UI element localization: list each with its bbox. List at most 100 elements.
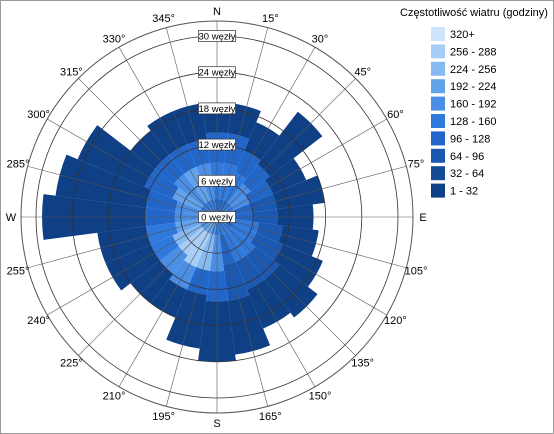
sector-30-bin-2 (235, 150, 262, 179)
radial-line-210 (118, 216, 218, 387)
sector-330-bin-3 (147, 111, 187, 155)
angle-label-195: 195° (152, 411, 175, 423)
sector-75-bin-1 (233, 203, 253, 215)
sector-120-bin-2 (250, 233, 284, 262)
sector-210-bin-3 (150, 279, 187, 318)
sector-330-bin-2 (169, 144, 197, 174)
legend-swatch-8 (431, 166, 445, 181)
legend-label-7: 64 - 96 (450, 151, 484, 163)
sector-300-bin-3 (77, 125, 155, 187)
ring-label-12: 12 węzły (199, 140, 236, 151)
radial-line-165 (216, 216, 269, 407)
radial-line-195 (165, 216, 218, 407)
grid-layer (21, 21, 413, 413)
sector-105-bin-2 (256, 222, 283, 243)
legend: Częstotliwość wiatru (godziny) 320+ 256 -… (400, 7, 548, 198)
ring-label-6: 6 węzły (201, 176, 233, 187)
compass-N: N (213, 6, 221, 18)
ring-label-box-18 (198, 102, 236, 115)
angle-label-315: 315° (60, 66, 83, 78)
radial-line-30 (216, 47, 316, 218)
legend-label-9: 1 - 32 (450, 186, 478, 198)
legend-swatch-7 (431, 148, 445, 163)
ring-label-box-0 (198, 211, 236, 223)
legend-title: Częstotliwość wiatru (godziny) (400, 7, 548, 19)
legend-swatch-6 (431, 131, 445, 146)
legend-label-1: 256 - 288 (450, 46, 496, 58)
sector-60-bin-2 (245, 180, 273, 204)
radial-line-240 (47, 216, 218, 316)
legend-swatch-4 (431, 96, 445, 111)
ring-label-box-30 (198, 30, 236, 42)
angle-label-60: 60° (387, 109, 404, 121)
sector-15-bin-3 (228, 103, 261, 139)
sector-300-bin-2 (144, 169, 179, 199)
radial-line-225 (78, 216, 218, 356)
angle-label-345: 345° (152, 13, 175, 25)
radial-line-330 (118, 47, 218, 218)
ring-label-box-6 (198, 174, 236, 187)
legend-label-5: 128 - 160 (450, 116, 496, 128)
angle-label-255: 255° (7, 265, 30, 277)
legend-label-4: 160 - 192 (450, 99, 496, 111)
legend-swatch-3 (431, 79, 445, 94)
sector-120-bin-3 (274, 244, 323, 287)
sector-285-bin-2 (145, 189, 178, 212)
sector-210-bin-2 (169, 260, 197, 290)
angle-label-300: 300° (27, 109, 50, 121)
compass-E: E (419, 212, 426, 224)
sector-30-bin-3 (244, 122, 280, 160)
angle-label-135: 135° (351, 358, 374, 370)
angle-label-75: 75° (408, 159, 425, 171)
legend-label-3: 192 - 224 (450, 81, 496, 93)
ring-label-18: 18 węzły (199, 104, 236, 115)
radial-line-75 (216, 165, 407, 218)
angle-label-45: 45° (354, 66, 371, 78)
sector-150-bin-2 (235, 255, 265, 290)
angle-label-105: 105° (405, 265, 428, 277)
angle-label-240: 240° (27, 315, 50, 327)
legend-label-0: 320+ (450, 29, 475, 41)
label-layer: N E S W 15° 30° 45° 60° 75° 105° 120° 135° 150° 165° 1… (6, 6, 428, 430)
legend-swatch-1 (431, 44, 445, 59)
angle-label-150: 150° (309, 390, 332, 402)
radial-line-315 (78, 78, 218, 218)
legend-swatch-2 (431, 61, 445, 76)
legend-label-8: 32 - 64 (450, 168, 484, 180)
sector-60-bin-3 (264, 158, 307, 194)
sector-75-bin-2 (250, 193, 277, 213)
sector-195-bin-3 (166, 289, 207, 349)
sector-255-bin-3 (97, 226, 151, 264)
legend-swatch-9 (431, 183, 445, 198)
ring-label-30: 30 węzły (199, 32, 236, 43)
sector-255-bin-2 (145, 222, 178, 245)
sector-240-bin-2 (150, 235, 179, 262)
sector-165-bin-2 (223, 261, 250, 301)
angle-label-210: 210° (103, 390, 126, 402)
radial-line-300 (47, 118, 218, 218)
radial-line-45 (216, 78, 356, 218)
legend-label-2: 224 - 256 (450, 64, 496, 76)
sector-240-bin-3 (105, 244, 160, 291)
radial-line-105 (216, 216, 407, 269)
sector-105-bin-3 (278, 225, 319, 257)
compass-S: S (213, 418, 220, 430)
legend-swatch-5 (431, 114, 445, 128)
angle-label-165: 165° (259, 411, 282, 423)
angle-label-225: 225° (60, 358, 83, 370)
radial-line-135 (216, 216, 356, 356)
sector-195-bin-2 (186, 267, 210, 295)
angle-label-120: 120° (384, 315, 407, 327)
legend-swatch-0 (431, 27, 445, 41)
radial-line-255 (27, 216, 218, 269)
ring-label-box-12 (198, 138, 236, 151)
ring-label-0: 0 węzły (201, 213, 233, 224)
radial-line-60 (216, 118, 387, 218)
radial-line-120 (216, 216, 387, 316)
angle-label-30: 30° (312, 34, 329, 46)
sector-285-bin-3 (55, 154, 151, 208)
compass-W: W (6, 212, 17, 224)
angle-label-285: 285° (7, 159, 30, 171)
sector-165-bin-3 (228, 295, 271, 355)
